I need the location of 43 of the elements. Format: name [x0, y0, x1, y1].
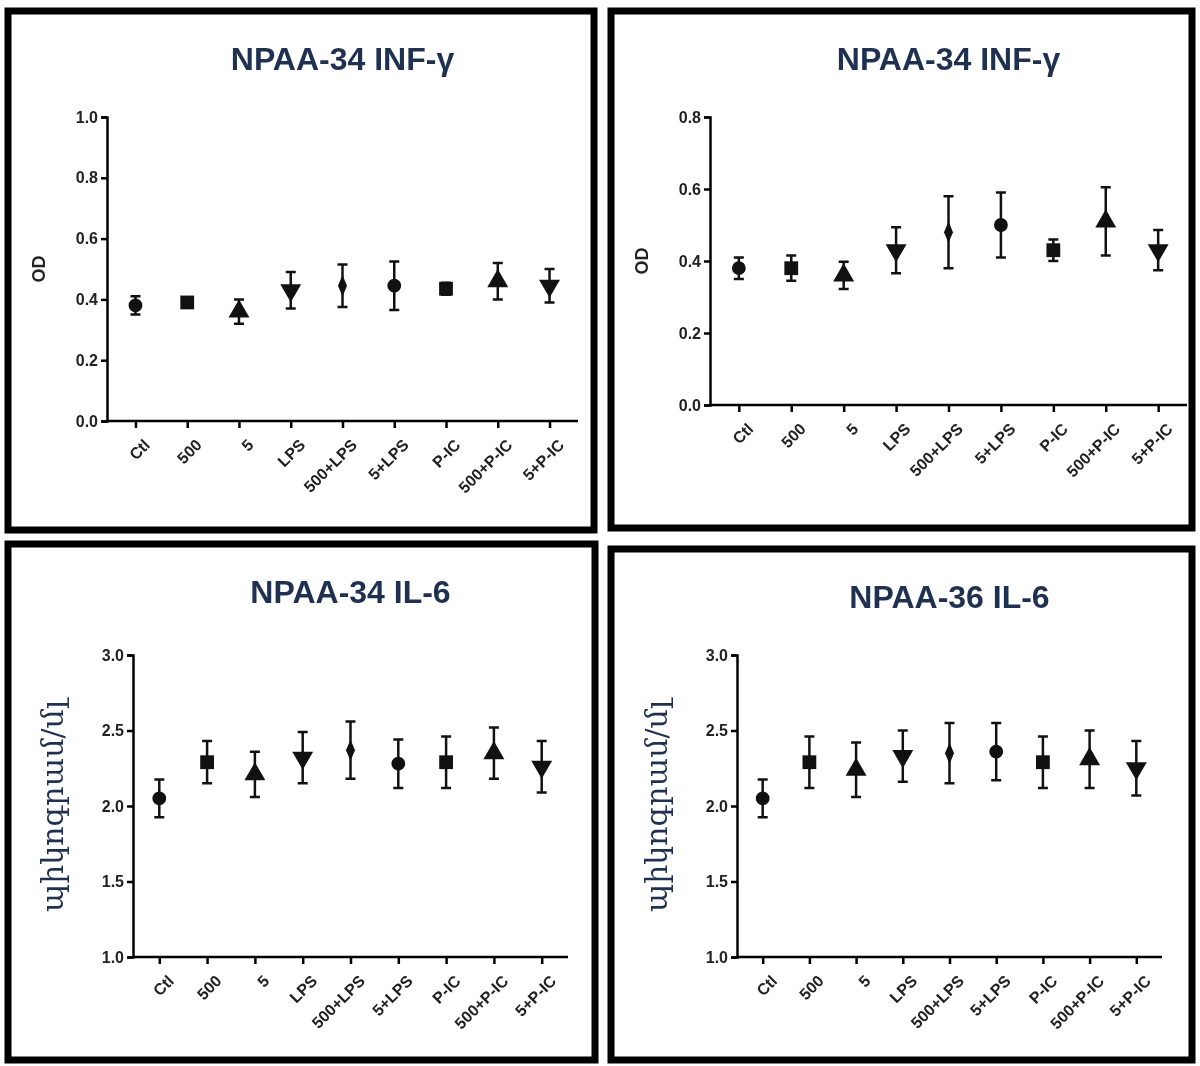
y-tick-label: 2.0	[101, 797, 125, 815]
x-tick-label: Ctl	[126, 436, 154, 464]
y-tick-label: 2.0	[705, 797, 729, 815]
y-tick-label: 0.2	[75, 351, 99, 369]
x-tick-label: 500	[778, 420, 809, 452]
y-tick-label: 3.0	[101, 646, 125, 664]
y-tick-label: 3.0	[705, 646, 729, 664]
y-tick-label: 1.0	[75, 108, 99, 126]
y-tick-label: 1.5	[101, 873, 125, 891]
y-tick-label: 0.8	[678, 108, 702, 126]
x-tick-label: Ctl	[149, 972, 177, 1000]
y-tick-label: 1.5	[705, 873, 729, 891]
x-tick-label: Ctl	[729, 420, 757, 448]
x-tick-label: 500	[796, 972, 828, 1004]
x-tick-label: 500	[173, 436, 205, 468]
y-axis-title: պիկոգրամ/մլ	[639, 697, 674, 913]
y-tick-label: 0.4	[75, 291, 99, 309]
chart-title: NPAA-34 IL-6	[250, 574, 451, 610]
y-tick-label: 1.0	[705, 948, 729, 966]
x-tick-label: 5	[238, 436, 257, 455]
y-tick-label: 0.6	[75, 230, 99, 248]
y-tick-label: 0.8	[75, 169, 99, 187]
chart-title: NPAA-34 INF-γ	[836, 41, 1061, 77]
chart-title: NPAA-36 IL-6	[849, 579, 1050, 615]
chart-title: NPAA-34 INF-γ	[230, 41, 455, 77]
x-tick-label: LPS	[274, 435, 309, 471]
y-axis-title: պիկոգրամ/մլ	[35, 697, 70, 913]
y-tick-label: 0.2	[678, 324, 702, 342]
y-axis-title: OD	[632, 247, 652, 275]
y-tick-label: 2.5	[101, 722, 125, 740]
y-tick-label: 0.0	[678, 396, 702, 414]
y-tick-label: 1.0	[101, 948, 125, 966]
x-tick-label: Ctl	[753, 972, 781, 1000]
x-tick-label: 5	[254, 972, 273, 991]
x-tick-label: 500	[193, 972, 225, 1004]
y-tick-label: 2.5	[705, 722, 729, 740]
x-tick-label: LPS	[879, 419, 914, 455]
x-tick-label: 5	[843, 420, 862, 439]
y-tick-label: 0.6	[678, 180, 702, 198]
y-tick-label: 0.0	[75, 412, 99, 430]
y-tick-label: 0.4	[678, 252, 702, 270]
x-tick-label: 5	[855, 972, 874, 991]
y-axis-title: OD	[29, 255, 49, 283]
